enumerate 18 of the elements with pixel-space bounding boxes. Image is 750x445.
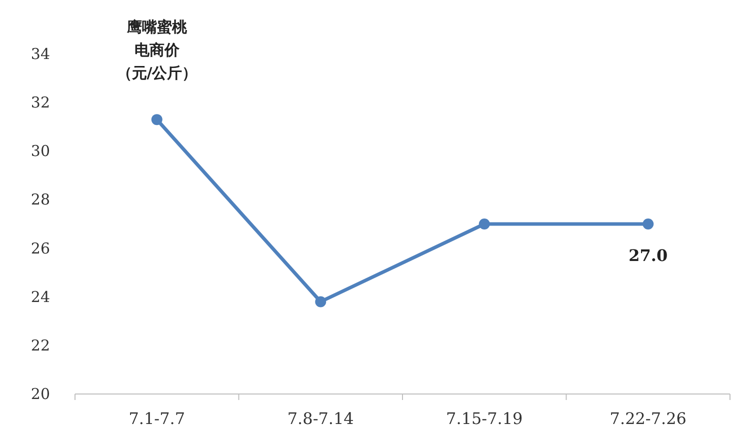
y-tick-label: 24 [30, 288, 50, 306]
x-tick-label: 7.1-7.7 [128, 409, 186, 428]
point [315, 296, 326, 308]
ylabel: 鹰嘴蜜桃电商价（元/公斤） [116, 18, 198, 82]
x-tick-label: 7.8-7.14 [287, 409, 354, 428]
x-tick-label: 7.22-7.26 [610, 409, 686, 428]
point [151, 114, 162, 126]
y-tick-label: 30 [30, 142, 50, 160]
point [642, 218, 654, 230]
point [478, 218, 490, 230]
y-tick-label: 34 [30, 45, 50, 63]
y-tick-label: 20 [30, 385, 50, 403]
x-tick-label: 7.15-7.19 [446, 409, 523, 428]
y-tick-label: 28 [30, 190, 50, 209]
y-tick-label: 22 [30, 336, 50, 354]
data-label: 27.0 [628, 246, 668, 265]
y-tick-label: 32 [30, 94, 50, 112]
y-tick-label: 26 [30, 239, 50, 258]
